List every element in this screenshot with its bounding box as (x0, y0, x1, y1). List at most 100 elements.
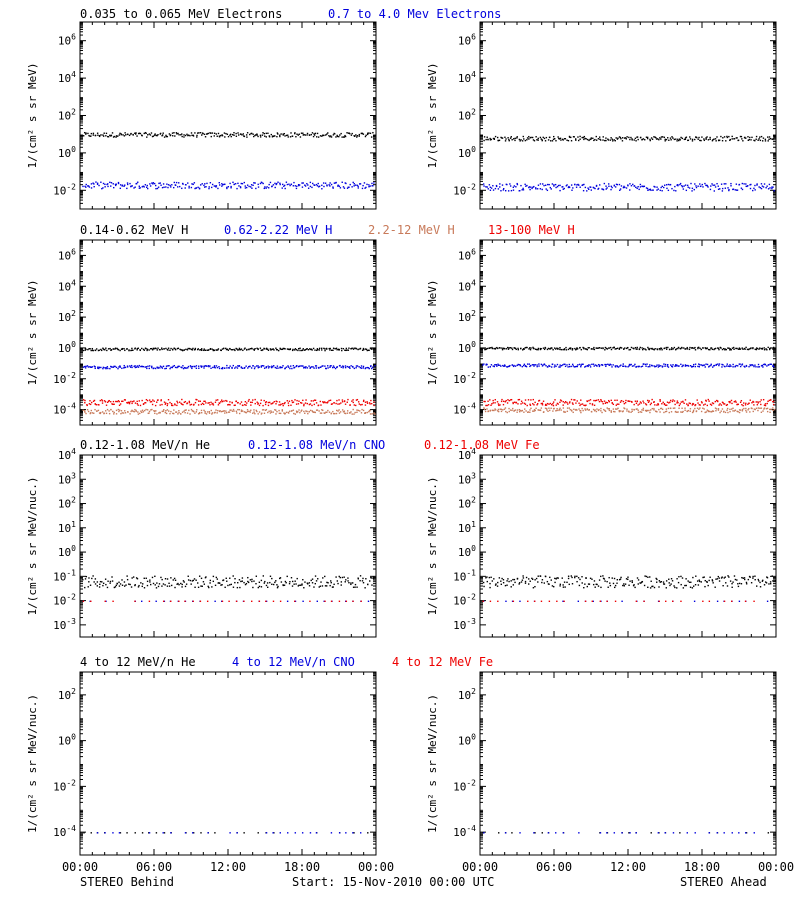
data-point (335, 347, 338, 350)
data-point (750, 364, 752, 367)
data-point (533, 363, 535, 366)
data-point (359, 183, 362, 185)
data-point (107, 135, 109, 138)
data-point (657, 403, 659, 405)
data-point (299, 411, 301, 414)
data-point (215, 186, 217, 188)
data-point (133, 187, 135, 189)
data-point (156, 413, 158, 415)
data-point (146, 184, 148, 187)
data-point (491, 346, 493, 349)
data-point (288, 183, 290, 185)
data-point (262, 132, 264, 134)
data-point (151, 366, 153, 369)
data-point (105, 412, 108, 415)
data-point (553, 407, 555, 410)
data-point (720, 135, 722, 138)
data-point (221, 600, 224, 602)
data-point (221, 134, 223, 136)
data-point (762, 410, 764, 412)
data-point (235, 135, 238, 137)
data-point (670, 139, 672, 141)
data-point (514, 409, 517, 411)
data-point (293, 366, 296, 369)
data-point (290, 404, 292, 406)
data-point (241, 580, 243, 582)
data-point (659, 400, 661, 402)
data-point (126, 401, 128, 404)
data-point (754, 348, 756, 351)
data-point (241, 410, 244, 412)
data-point (323, 401, 325, 404)
data-point (665, 348, 668, 350)
data-point (765, 348, 767, 350)
data-point (192, 410, 194, 412)
data-point (337, 403, 339, 405)
data-point (151, 403, 154, 406)
data-point (514, 347, 517, 350)
data-point (745, 183, 747, 185)
data-point (688, 348, 691, 351)
data-point (162, 583, 165, 585)
data-point (177, 582, 179, 585)
data-point (687, 364, 689, 367)
data-point (703, 408, 705, 410)
data-point (503, 348, 506, 350)
data-point (109, 367, 111, 370)
data-point (595, 399, 598, 402)
data-point (548, 364, 550, 367)
data-point (772, 409, 774, 412)
data-point (676, 364, 678, 366)
data-point (154, 404, 157, 407)
data-point (180, 582, 182, 585)
data-point (534, 348, 537, 350)
data-point (160, 399, 162, 402)
data-point (254, 348, 256, 350)
data-point (236, 367, 239, 369)
data-point (615, 183, 618, 186)
data-point (506, 346, 509, 349)
data-point (729, 349, 731, 351)
data-point (276, 410, 278, 413)
data-point (517, 399, 520, 401)
data-point (261, 409, 264, 411)
data-point (717, 408, 720, 410)
data-point (521, 365, 524, 368)
data-point (366, 402, 369, 404)
data-point (589, 402, 591, 405)
data-point (578, 184, 580, 186)
data-point (524, 183, 526, 186)
data-point (740, 135, 743, 138)
data-point (275, 409, 277, 411)
data-point (686, 348, 689, 350)
data-point (756, 404, 759, 406)
data-point (221, 584, 223, 586)
data-point (538, 399, 541, 402)
data-point (333, 412, 335, 415)
data-point (148, 600, 151, 602)
data-point (325, 411, 327, 413)
data-point (492, 402, 495, 404)
data-point (724, 187, 727, 189)
data-point (201, 349, 203, 352)
data-point (594, 138, 596, 141)
data-point (505, 138, 507, 140)
data-point (178, 410, 180, 412)
data-point (189, 579, 192, 582)
data-point (247, 400, 250, 402)
data-point (178, 134, 180, 136)
data-point (771, 186, 773, 188)
data-point (87, 185, 89, 187)
data-point (132, 410, 134, 412)
data-point (82, 600, 85, 602)
data-point (646, 137, 649, 140)
data-point (601, 401, 604, 403)
data-point (309, 600, 311, 602)
data-point (192, 347, 194, 350)
data-point (312, 411, 314, 413)
data-point (579, 186, 581, 188)
data-point (667, 363, 669, 366)
header-electrons-low: 0.035 to 0.065 MeV Electrons (80, 7, 282, 21)
data-point (483, 400, 485, 403)
data-point (679, 183, 681, 186)
